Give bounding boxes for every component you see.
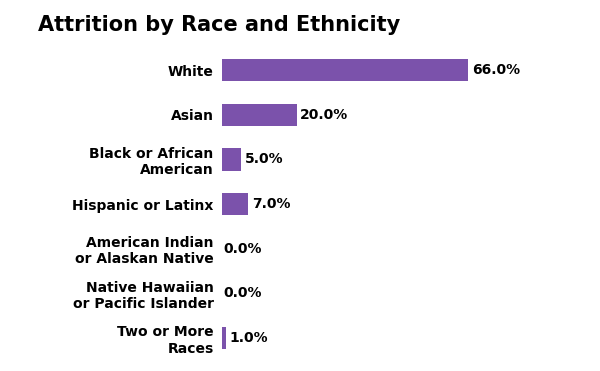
Text: 0.0%: 0.0% <box>224 286 262 300</box>
Bar <box>222 148 241 171</box>
Text: 5.0%: 5.0% <box>244 152 283 167</box>
Text: 20.0%: 20.0% <box>301 108 349 122</box>
Text: 1.0%: 1.0% <box>229 331 268 345</box>
Bar <box>222 59 468 81</box>
Text: Attrition by Race and Ethnicity: Attrition by Race and Ethnicity <box>38 14 401 35</box>
Bar <box>222 193 248 215</box>
Bar <box>222 104 296 126</box>
Text: 0.0%: 0.0% <box>224 242 262 256</box>
Text: 66.0%: 66.0% <box>472 63 520 77</box>
Bar <box>222 327 226 349</box>
Text: 7.0%: 7.0% <box>252 197 290 211</box>
